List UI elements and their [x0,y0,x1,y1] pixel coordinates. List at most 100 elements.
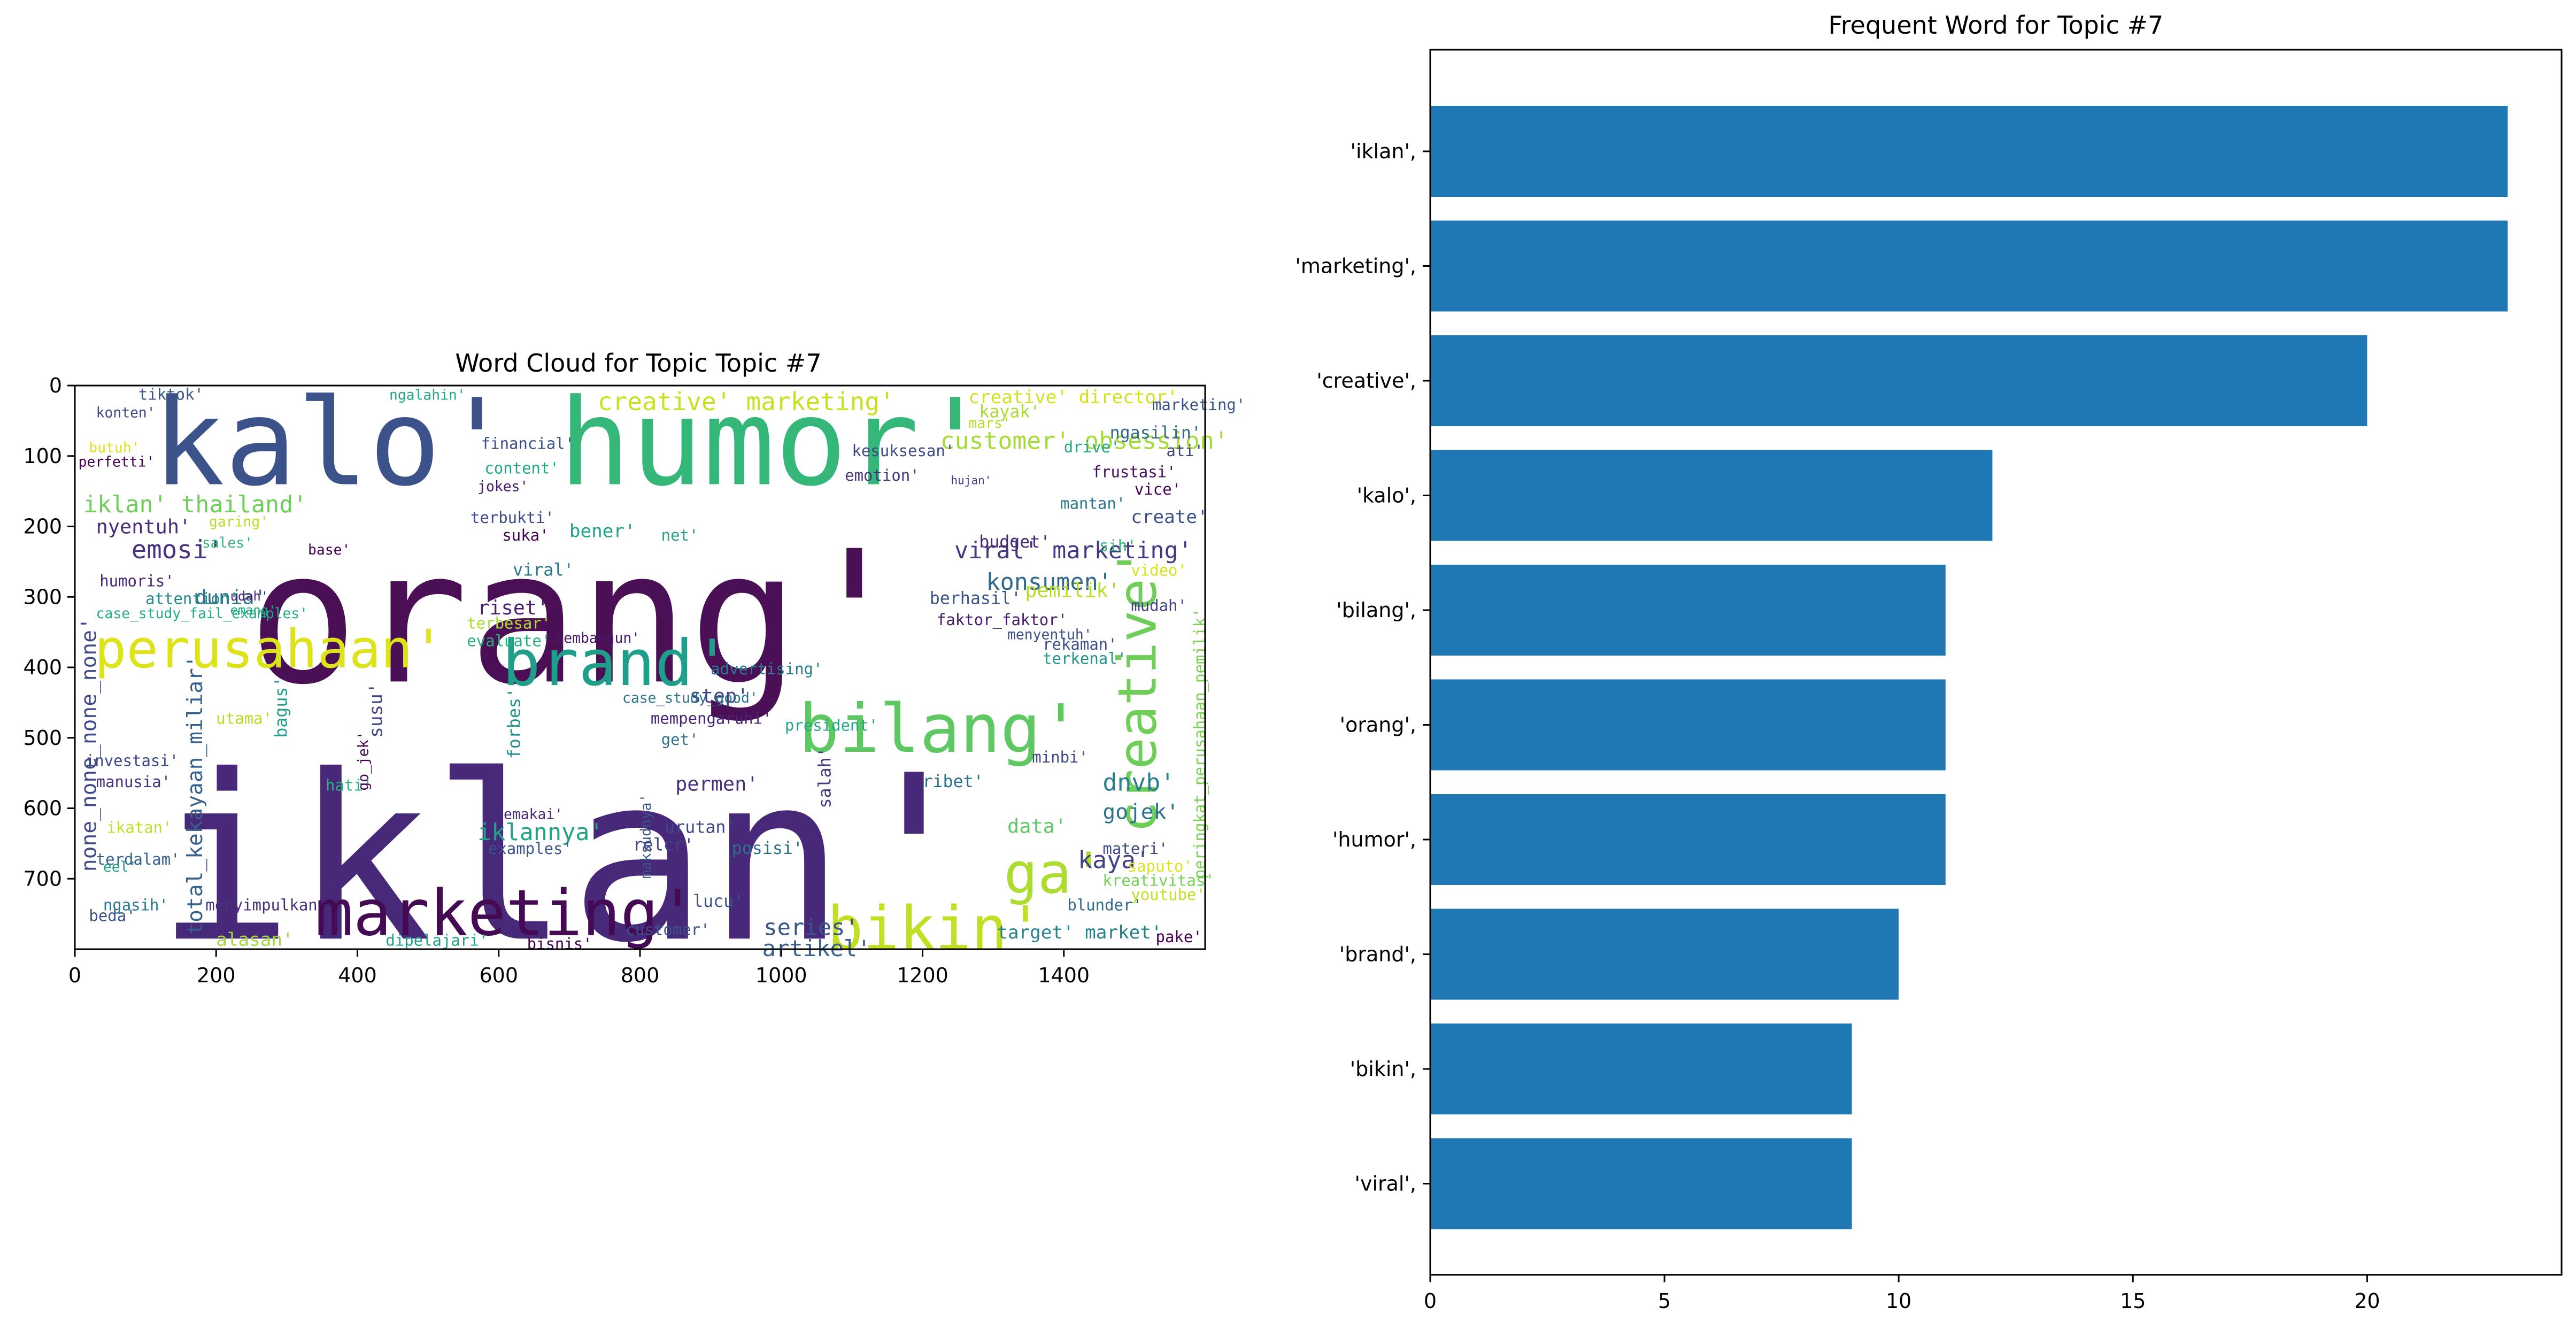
wordcloud-word: iklan' thailand' [83,491,307,518]
wordcloud-word: sih' [1099,537,1137,555]
wordcloud-word: terbesar' [467,614,551,633]
wordcloud-word: net' [661,526,699,544]
y-tick-label: 100 [23,444,62,468]
wordcloud-word: step' [689,684,749,707]
wordcloud-word: ribet' [923,772,984,791]
y-tick-label: 300 [23,585,62,609]
bar-x-axis: 0 5 10 15 20 [1424,1275,2380,1313]
wordcloud-word: blunder' [1067,896,1142,914]
category-label: 'marketing', [1295,255,1416,278]
wordcloud-word: go_jek' [356,732,372,791]
y-tick-label: 700 [23,867,62,890]
wordcloud-word: creative' director' [968,387,1178,408]
bar-panel: Frequent Word for Topic #7 'iklan', 'mark… [1295,11,2563,1313]
wordcloud-words: orang'iklan' humor' kalo' marketing' perusah… [77,373,1246,992]
category-label: 'humor', [1332,828,1416,851]
bar [1430,909,1899,1000]
category-label: 'kalo', [1357,484,1416,507]
wordcloud-word: creative' [1107,547,1169,833]
bar-chart-title: Frequent Word for Topic #7 [1829,11,2164,40]
wordcloud-word: series' [763,914,859,941]
bar [1430,450,1993,541]
x-tick-label: 20 [2354,1289,2380,1313]
wordcloud-word: perfetti' [79,455,155,471]
category-label: 'bikin', [1350,1057,1416,1081]
wordcloud-word: marketing' [315,876,697,950]
y-tick-label: 400 [23,656,62,679]
wordcloud-word: president' [785,717,878,735]
wordcloud-word: none_none_none_none' [77,617,102,872]
wordcloud-word: lucu' [693,892,744,911]
wordcloud-word: eel' [103,859,137,875]
wordcloud-word: terbukti' [471,509,554,527]
wordcloud-word: bikin' [827,894,1043,964]
wordcloud-word: content' [484,459,559,478]
wordcloud-word: budget' [979,533,1050,552]
wordcloud-panel: Word Cloud for Topic Topic #7 orang'ikla… [23,349,1245,992]
bar-y-axis: 'iklan', 'marketing', 'creative', 'kalo', 'b… [1295,140,1430,1196]
y-tick-label: 0 [49,374,62,397]
wordcloud-word: viral' [513,561,574,580]
wordcloud-word: financial' [481,435,574,453]
wordcloud-word: customer' [626,921,710,939]
wordcloud-word: maksudnya' [638,794,654,879]
wordcloud-word: materi' [1102,840,1168,858]
wordcloud-word: brand' [502,626,731,700]
wordcloud-word: saputo' [1128,857,1193,875]
wordcloud-word: emotion' [845,466,920,484]
wordcloud-word: mempengaruhi' [651,709,772,727]
wordcloud-word: susu' [366,683,387,738]
x-tick-label: 5 [1658,1289,1671,1313]
wordcloud-word: terdalam' [96,850,180,868]
wordcloud-word: ikatan' [106,819,172,837]
wordcloud-word: rekaman' [1043,635,1117,653]
bar-plot-frame [1429,49,2563,1276]
wordcloud-word: posisi' [732,839,803,858]
wordcloud-word: butuh' [89,440,140,456]
wordcloud-word: examples' [488,840,572,858]
wordcloud-word: memakai' [495,806,563,822]
wordcloud-word: faktor_faktor' [937,611,1067,629]
wordcloud-word: manusia' [96,773,171,791]
wordcloud-word: humoris' [99,572,174,590]
category-label: 'creative', [1316,369,1416,393]
wordcloud-word: riset' [477,596,549,619]
bar [1430,1024,1852,1114]
wordcloud-word: perusahaan' [95,619,444,680]
wordcloud-word: customer' obsession' [940,427,1229,455]
wordcloud-word: peringkat_perusahaan_pemilik' [1191,608,1209,879]
wordcloud-word: garing' [209,514,268,530]
wordcloud-word: suka' [502,526,549,544]
wordcloud-word: kaya' [1078,845,1150,874]
wordcloud-word: salah' [816,747,835,808]
wordcloud-word: viral' marketing' [954,537,1192,564]
wordcloud-word: forbes' [505,688,524,759]
wordcloud-word: relcr' [633,836,694,855]
y-tick-label: 200 [23,515,62,538]
wordcloud-word: case_study_fail_examples' [96,606,308,622]
wordcloud-word: emosi' [132,535,223,565]
wordcloud-word: pake' [1156,928,1202,946]
x-tick-label: 200 [197,964,236,987]
wordcloud-word: humor' [559,373,991,512]
wordcloud-word: menyimpulkan' [205,896,327,914]
wordcloud-word: udah' [230,589,268,604]
wordcloud-word: data' [1007,815,1067,838]
wordcloud-word: urutan' [665,818,736,837]
wordcloud-word: konten' [96,405,156,421]
x-tick-label: 15 [2120,1289,2146,1313]
wordcloud-word: evaluate' [467,632,551,650]
wordcloud-word: alasan' [216,929,293,950]
x-tick-label: 1200 [897,964,948,987]
y-tick-label: 600 [23,797,62,820]
wordcloud-word: create' [1131,506,1208,528]
wordcloud-word: dipelajari' [385,931,488,949]
wordcloud-word: minbi' [1032,748,1088,766]
wordcloud-word: drive' [1064,438,1120,456]
category-label: 'brand', [1339,943,1416,966]
x-tick-label: 600 [479,964,518,987]
x-tick-label: 800 [621,964,660,987]
wordcloud-word: mantan' [1060,495,1125,513]
wordcloud-word: vice' [1135,480,1181,498]
